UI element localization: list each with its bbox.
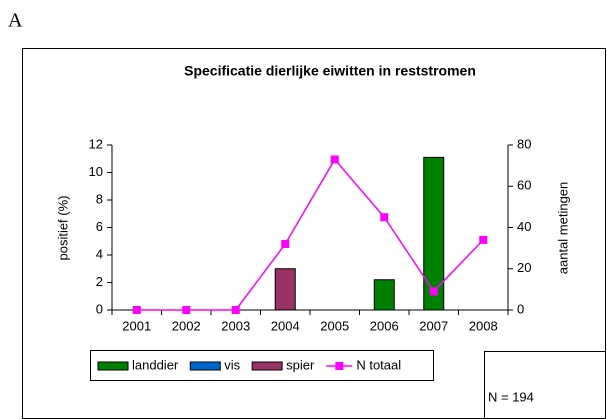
x-tick-label: 2002 xyxy=(172,318,201,333)
y2-tick-label: 20 xyxy=(517,260,531,275)
legend-box xyxy=(90,350,434,381)
legend-marker xyxy=(335,362,344,370)
y2-tick-label: 40 xyxy=(517,219,531,234)
bar xyxy=(373,279,395,311)
y-tick-label: 10 xyxy=(89,164,103,179)
y-tick-label: 2 xyxy=(96,274,103,289)
marker xyxy=(429,287,438,296)
legend-swatch xyxy=(97,361,129,371)
marker xyxy=(281,240,290,248)
x-tick-label: 2007 xyxy=(419,318,448,333)
x-tick-label: 2003 xyxy=(221,318,250,333)
y-tick-label: 8 xyxy=(96,191,103,206)
annotation: N = 194 xyxy=(488,389,534,404)
marker xyxy=(132,306,141,314)
x-tick-label: 2006 xyxy=(370,318,399,333)
legend-label: vis xyxy=(224,357,240,372)
y2-tick-label: 60 xyxy=(517,178,531,193)
panel-label: A xyxy=(8,10,23,32)
y2-axis-label: aantal metingen xyxy=(555,182,570,275)
y-tick-label: 4 xyxy=(96,246,103,261)
bar xyxy=(423,156,445,311)
marker xyxy=(479,235,488,244)
y-tick-label: 0 xyxy=(96,301,103,316)
legend-swatch xyxy=(251,361,283,371)
legend-label: spier xyxy=(286,357,315,372)
chart-title: Specificatie dierlijke eiwitten in rests… xyxy=(184,63,476,79)
marker xyxy=(231,306,240,314)
marker xyxy=(330,155,339,164)
y-axis-label: positief (%) xyxy=(55,195,70,260)
y-tick-label: 6 xyxy=(96,219,103,234)
annotation-box xyxy=(484,351,606,419)
x-tick-label: 2001 xyxy=(122,318,151,333)
marker xyxy=(380,213,389,222)
bar xyxy=(274,268,296,311)
x-tick-label: 2004 xyxy=(271,318,300,333)
y2-tick-label: 80 xyxy=(517,136,531,151)
y-tick-label: 12 xyxy=(89,136,103,151)
marker xyxy=(182,306,191,314)
legend-swatch xyxy=(189,361,221,371)
x-tick-label: 2008 xyxy=(469,318,498,333)
legend-label: landdier xyxy=(132,357,179,372)
line xyxy=(136,158,484,311)
y2-tick-label: 0 xyxy=(517,301,524,316)
x-tick-label: 2005 xyxy=(320,318,349,333)
legend-label: N totaal xyxy=(356,357,401,372)
